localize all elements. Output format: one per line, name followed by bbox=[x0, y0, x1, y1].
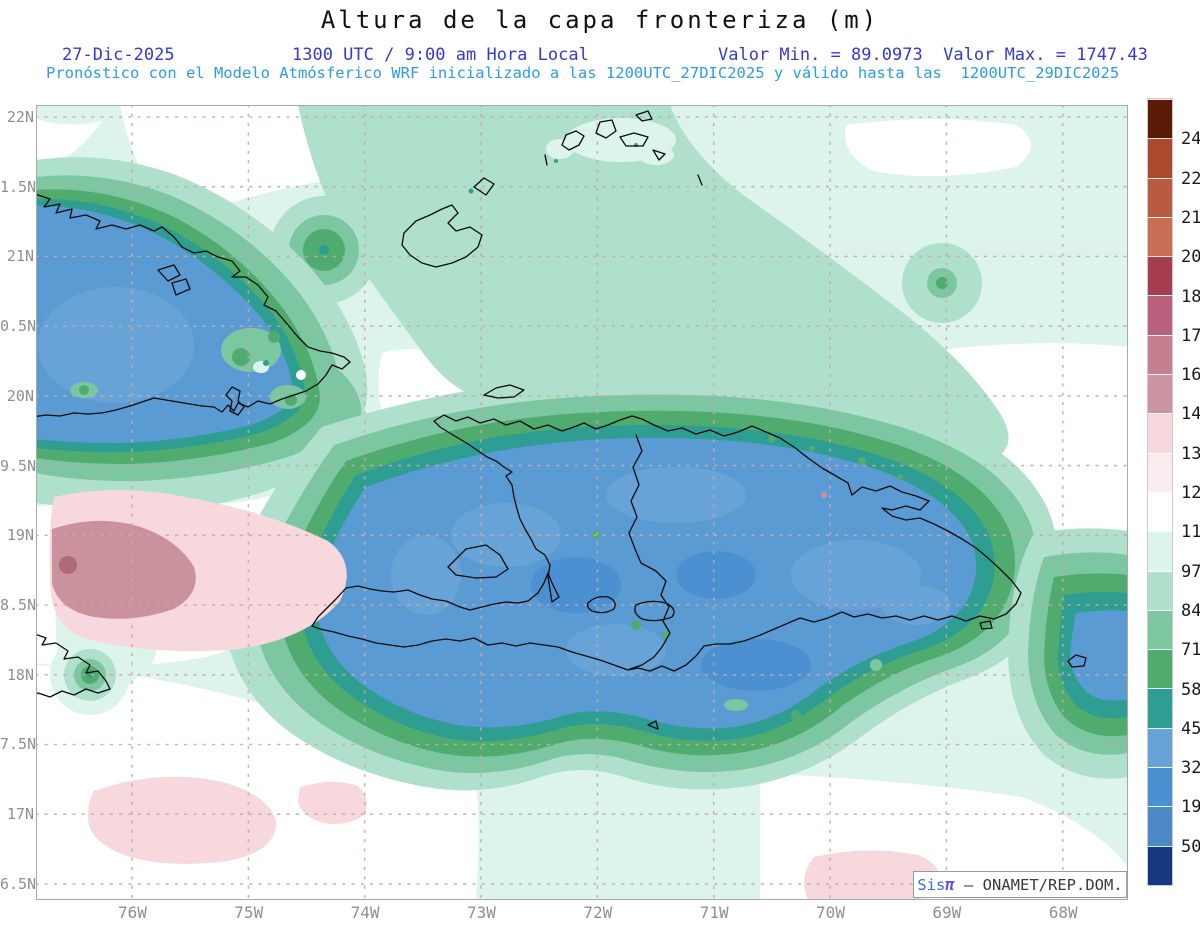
colorbar-block bbox=[1148, 609, 1172, 650]
colorbar-block bbox=[1148, 177, 1172, 217]
colorbar-block bbox=[1148, 531, 1172, 571]
lon-tick-label: 75W bbox=[234, 903, 264, 922]
colorbar-block bbox=[1148, 570, 1172, 610]
colorbar-block bbox=[1148, 452, 1172, 492]
lon-tick-label: 74W bbox=[350, 903, 380, 922]
lat-tick-label: 9.5N bbox=[0, 456, 37, 475]
colorbar-block bbox=[1148, 295, 1172, 335]
min-max-values-label: Valor Min. = 89.0973 Valor Max. = 1747.4… bbox=[718, 45, 1148, 65]
colorbar-block bbox=[1148, 413, 1172, 453]
watermark-sis: Sis bbox=[917, 875, 946, 894]
colorbar-tick-label: 1230 bbox=[1181, 483, 1200, 503]
colorbar-tick-label: 2400 bbox=[1181, 129, 1200, 150]
saona-island bbox=[979, 620, 993, 630]
colorbar-block bbox=[1148, 256, 1172, 296]
colorbar-tick-label: 970 bbox=[1181, 561, 1200, 582]
colorbar-block bbox=[1148, 688, 1172, 728]
lat-tick-label: 20N bbox=[6, 386, 34, 405]
lat-tick-label: 17N bbox=[6, 805, 34, 824]
colorbar-block bbox=[1148, 845, 1172, 885]
haiti-dr-border bbox=[628, 434, 671, 670]
lat-tick-label: 22N bbox=[6, 108, 34, 126]
colorbar-tick-label: 1360 bbox=[1181, 443, 1200, 464]
colorbar-tick-label: 190 bbox=[1181, 797, 1200, 818]
colorbar-tick-label: 1620 bbox=[1181, 365, 1200, 386]
colorbar-block bbox=[1148, 216, 1172, 257]
valid-time-label: 1300 UTC / 9:00 am Hora Local bbox=[292, 45, 589, 65]
lon-tick-label: 70W bbox=[816, 903, 845, 922]
hispaniola-coastline bbox=[311, 414, 1022, 672]
page-title: Altura de la capa fronteriza (m) bbox=[320, 6, 880, 34]
colorbar-block bbox=[1148, 374, 1172, 414]
jamaica-coastline bbox=[36, 633, 111, 698]
lon-tick-label: 73W bbox=[466, 903, 496, 922]
colorbar-tick-label: 1750 bbox=[1181, 325, 1200, 346]
colorbar-block bbox=[1148, 99, 1172, 139]
pink-anomaly-layer bbox=[49, 490, 940, 900]
colorbar-tick-label: 840 bbox=[1181, 600, 1200, 621]
lat-tick-label: 1.5N bbox=[0, 177, 37, 196]
gonave-island bbox=[447, 544, 509, 579]
colorbar-tick-label: 580 bbox=[1181, 679, 1200, 700]
colorbar-tick-label: 1880 bbox=[1181, 286, 1200, 307]
little-inagua-island bbox=[473, 177, 495, 196]
lon-tick-label: 71W bbox=[699, 903, 729, 922]
tortue-island bbox=[483, 384, 525, 399]
lon-tick-label: 68W bbox=[1048, 903, 1078, 922]
lat-tick-label: 18N bbox=[6, 665, 34, 684]
lat-tick-label: 6.5N bbox=[0, 874, 37, 893]
colorbar-block bbox=[1148, 649, 1172, 689]
model-init-label: Pronóstico con el Modelo Atmósferico WRF… bbox=[46, 64, 1120, 82]
lon-tick-label: 72W bbox=[583, 903, 613, 922]
contour-fill-layer bbox=[36, 105, 1128, 791]
lon-tick-label: 76W bbox=[117, 903, 147, 922]
colorbar-tick-label: 50 bbox=[1181, 836, 1200, 857]
colorbar bbox=[1147, 98, 1173, 886]
colorbar-block bbox=[1148, 491, 1172, 532]
great-inagua-island bbox=[401, 204, 483, 268]
lon-tick-label: 69W bbox=[932, 903, 962, 922]
colorbar-block bbox=[1148, 727, 1172, 768]
mona-island bbox=[1067, 654, 1087, 668]
valid-date-label: 27-Dic-2025 bbox=[62, 45, 175, 65]
colorbar-tick-label: 1100 bbox=[1181, 522, 1200, 543]
colorbar-tick-label: 2010 bbox=[1181, 247, 1200, 268]
map-frame bbox=[36, 105, 1128, 900]
map-canvas bbox=[36, 105, 1128, 900]
colorbar-block bbox=[1148, 806, 1172, 846]
lat-tick-label: 7.5N bbox=[0, 735, 37, 754]
colorbar-tick-label: 1490 bbox=[1181, 404, 1200, 425]
lat-tick-label: 0.5N bbox=[0, 317, 37, 336]
colorbar-tick-label: 450 bbox=[1181, 718, 1200, 739]
lat-tick-label: 8.5N bbox=[0, 596, 37, 615]
coastline-layer bbox=[36, 110, 1087, 730]
colorbar-tick-label: 320 bbox=[1181, 758, 1200, 779]
watermark-box: Sis π – ONAMET/REP.DOM. bbox=[913, 871, 1127, 898]
colorbar-block bbox=[1148, 334, 1172, 375]
lat-tick-label: 21N bbox=[6, 247, 34, 266]
colorbar-tick-label: 2270 bbox=[1181, 168, 1200, 189]
colorbar-tick-label: 2140 bbox=[1181, 207, 1200, 228]
lat-tick-label: 19N bbox=[6, 526, 34, 545]
watermark-pi-icon: π bbox=[945, 875, 955, 894]
beata-island bbox=[647, 720, 659, 730]
colorbar-block bbox=[1148, 138, 1172, 178]
watermark-agency: – ONAMET/REP.DOM. bbox=[954, 875, 1123, 894]
cuba-coastline bbox=[36, 193, 351, 418]
colorbar-block bbox=[1148, 767, 1172, 807]
colorbar-tick-label: 710 bbox=[1181, 640, 1200, 661]
